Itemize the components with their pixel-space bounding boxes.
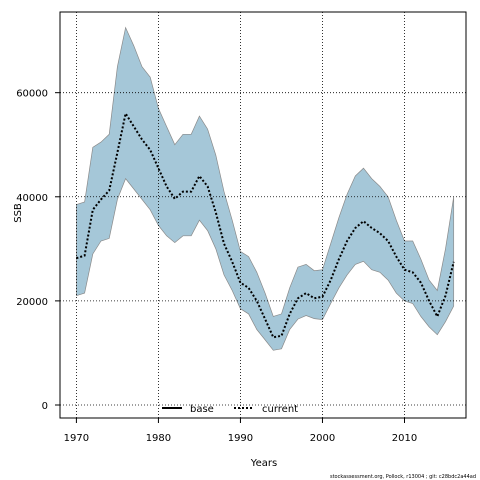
x-tick-label: 2000 (310, 433, 335, 444)
y-tick-label: 40000 (16, 193, 48, 204)
x-tick-label: 1990 (228, 433, 253, 444)
x-tick-label: 2010 (392, 433, 417, 444)
footer-credit: stockassessment.org, Pollock, r13004 ; g… (330, 474, 476, 480)
y-tick-label: 60000 (16, 89, 48, 100)
y-tick-label: 20000 (16, 297, 48, 308)
legend: base current (162, 404, 298, 415)
legend-label-base: base (190, 404, 214, 415)
y-axis-title: SSB (13, 203, 24, 223)
x-tick-label: 1970 (64, 433, 89, 444)
x-axis: 1970 1980 1990 2000 2010 (64, 418, 417, 444)
plot-area (59, 11, 467, 419)
y-axis: 0 20000 40000 60000 (16, 89, 60, 412)
y-tick-label: 0 (42, 401, 48, 412)
x-axis-title: Years (250, 458, 277, 469)
plot-frame (59, 11, 467, 419)
legend-label-current: current (262, 404, 298, 415)
series-lines (76, 110, 455, 339)
series-line-current (76, 110, 455, 339)
confidence-band (76, 26, 455, 351)
x-tick-label: 1980 (146, 433, 171, 444)
